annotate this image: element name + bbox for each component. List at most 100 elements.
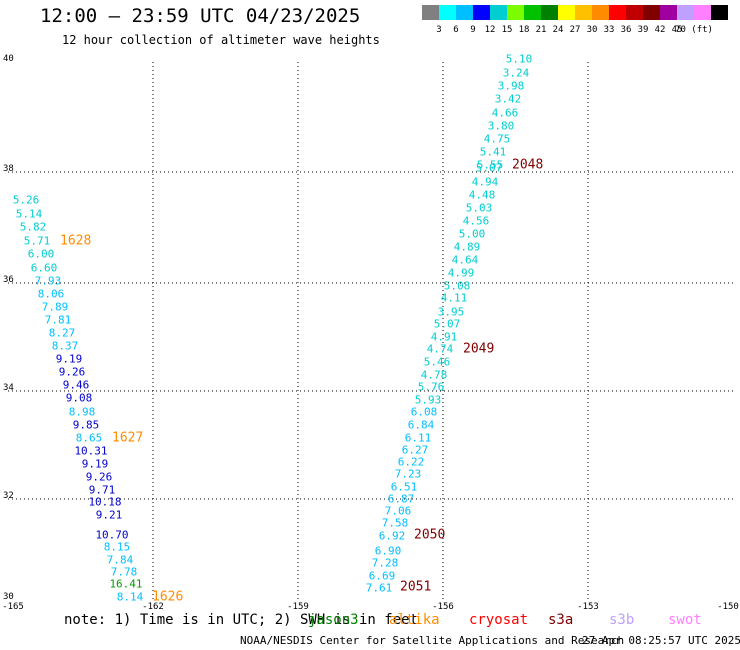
wave-height-value: 7.06 xyxy=(384,504,412,518)
colorbar-label: 30 xyxy=(586,25,598,35)
wave-height-value: 8.37 xyxy=(51,339,79,353)
colorbar-swatch xyxy=(626,5,643,20)
map-title: 12:00 — 23:59 UTC 04/23/2025 xyxy=(40,5,361,27)
wave-height-value: 6.27 xyxy=(401,443,429,457)
wave-height-value: 4.11 xyxy=(440,291,468,305)
legend-item: cryosat xyxy=(469,612,529,628)
wave-height-value: 4.56 xyxy=(462,214,490,228)
colorbar-label: 39 xyxy=(637,25,649,35)
colorbar-label: 42 xyxy=(654,25,666,35)
wave-height-value: 8.27 xyxy=(48,326,76,340)
latitude-tick-label: 32 xyxy=(3,491,14,501)
wave-height-value: 9.71 xyxy=(88,483,116,497)
wave-height-value: 9.26 xyxy=(85,470,113,484)
colorbar-label: 21 xyxy=(535,25,547,35)
colorbar-swatch xyxy=(541,5,558,20)
longitude-tick-label: -165 xyxy=(2,602,24,612)
wave-height-value: 16.41 xyxy=(109,577,143,591)
colorbar-label: 3 xyxy=(436,25,442,35)
colorbar-swatch xyxy=(524,5,541,20)
wave-height-value: 5.71 xyxy=(23,234,51,248)
wave-height-value: 6.92 xyxy=(378,529,406,543)
wave-height-value: 5.76 xyxy=(417,380,445,394)
credit-date: 27 Apr 08:25:57 UTC 2025 xyxy=(582,634,740,647)
wave-height-value: 7.81 xyxy=(44,313,72,327)
wave-height-value: 8.65 xyxy=(75,431,103,445)
pass-label: 1628 xyxy=(60,233,92,249)
wave-height-value: 7.28 xyxy=(371,556,399,570)
pass-label: 1626 xyxy=(152,589,184,605)
wave-height-value: 6.00 xyxy=(27,247,55,261)
colorbar-swatch xyxy=(507,5,524,20)
wave-height-value: 6.60 xyxy=(30,261,58,275)
colorbar-label: 33 xyxy=(603,25,615,35)
colorbar-label: 24 xyxy=(552,25,564,35)
legend-item: altika xyxy=(389,612,440,628)
wave-height-value: 5.08 xyxy=(443,279,471,293)
wave-height-value: 4.66 xyxy=(491,106,519,120)
wave-height-value: 5.10 xyxy=(505,52,533,66)
wave-height-value: 6.69 xyxy=(368,569,396,583)
colorbar-swatch xyxy=(609,5,626,20)
wave-height-value: 4.99 xyxy=(447,266,475,280)
colorbar-label: 9 xyxy=(470,25,476,35)
pass-label: 2051 xyxy=(400,579,432,595)
wave-height-value: 4.94 xyxy=(471,175,499,189)
colorbar-label: 18 xyxy=(518,25,530,35)
colorbar-label: 15 xyxy=(501,25,513,35)
wave-height-value: 5.03 xyxy=(465,201,493,215)
wave-height-value: 10.18 xyxy=(88,495,122,509)
pass-label: 1627 xyxy=(112,430,144,446)
colorbar-label: 45 xyxy=(671,25,683,35)
pass-label: 2050 xyxy=(414,527,446,543)
wave-height-value: 6.84 xyxy=(407,418,435,432)
wave-height-value: 7.84 xyxy=(106,553,134,567)
legend-item: s3a xyxy=(548,612,574,628)
colorbar-label: 70 (ft) xyxy=(675,25,713,35)
wave-height-value: 5.82 xyxy=(19,220,47,234)
wave-height-value: 6.22 xyxy=(397,455,425,469)
longitude-tick-label: -162 xyxy=(142,602,164,612)
wave-height-value: 5.41 xyxy=(479,145,507,159)
footer-note: note: 1) Time is in UTC; 2) SWH is in fe… xyxy=(64,612,419,628)
wave-height-value: 5.46 xyxy=(423,355,451,369)
legend-item: jason3 xyxy=(308,612,359,628)
longitude-tick-label: -150 xyxy=(717,602,739,612)
colorbar-label: 12 xyxy=(484,25,496,35)
wave-height-value: 9.21 xyxy=(95,508,123,522)
wave-height-value: 6.51 xyxy=(390,480,418,494)
wave-height-value: 8.98 xyxy=(68,405,96,419)
wave-height-value: 4.89 xyxy=(453,240,481,254)
colorbar-swatch xyxy=(677,5,694,20)
wave-height-value: 9.46 xyxy=(62,378,90,392)
latitude-tick-label: 38 xyxy=(3,164,14,174)
wave-height-value: 10.31 xyxy=(74,444,108,458)
wave-height-value: 3.98 xyxy=(497,79,525,93)
latitude-tick-label: 40 xyxy=(3,54,14,64)
wave-height-value: 5.55 xyxy=(476,158,504,172)
wave-height-value: 5.07 xyxy=(433,317,461,331)
wave-height-value: 8.14 xyxy=(116,590,144,604)
colorbar-swatch xyxy=(694,5,711,20)
colorbar-swatch xyxy=(643,5,660,20)
wave-height-value: 7.58 xyxy=(381,516,409,530)
wave-height-value: 8.15 xyxy=(103,540,131,554)
colorbar-swatch xyxy=(711,5,728,20)
colorbar-swatch xyxy=(456,5,473,20)
wave-height-value: 6.08 xyxy=(410,405,438,419)
colorbar-swatch xyxy=(558,5,575,20)
pass-label: 2049 xyxy=(463,341,495,357)
wave-height-value: 4.74 xyxy=(426,342,454,356)
wave-height-value: 5.07 xyxy=(475,161,503,175)
wave-height-value: 3.95 xyxy=(437,305,465,319)
colorbar-label: 6 xyxy=(453,25,459,35)
wave-height-value: 4.75 xyxy=(483,132,511,146)
legend-item: swot xyxy=(668,612,702,628)
longitude-tick-label: -153 xyxy=(577,602,599,612)
wave-height-value: 3.42 xyxy=(494,92,522,106)
colorbar-swatch xyxy=(422,5,439,20)
wave-height-value: 7.89 xyxy=(41,300,69,314)
wave-height-value: 4.48 xyxy=(468,188,496,202)
